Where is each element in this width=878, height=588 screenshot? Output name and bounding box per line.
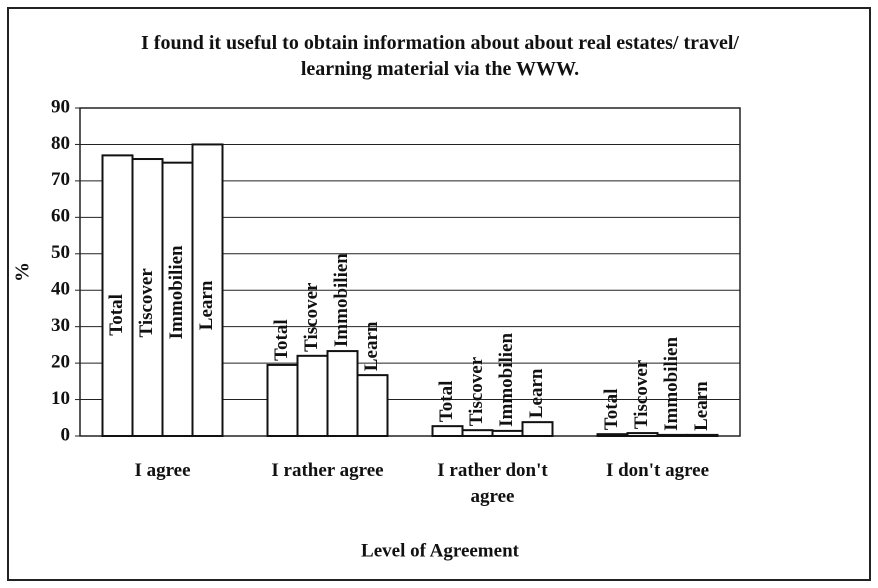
y-tick-label: 80 <box>51 133 70 154</box>
x-tick-label-box: I rather agree <box>271 460 384 481</box>
bar-series-label: Immobilien <box>661 337 682 431</box>
x-axis-label: Level of Agreement <box>361 540 520 561</box>
bar-series-label: Total <box>106 294 127 336</box>
y-tick-label: 60 <box>51 206 70 227</box>
bar <box>596 433 629 437</box>
chart-title: I found it useful to obtain information … <box>141 32 739 80</box>
bar-series-label: Immobilien <box>166 245 187 339</box>
y-tick-label: 90 <box>51 96 70 117</box>
bar-series-label: Total <box>601 389 622 431</box>
x-tick-label-box: I rather don't agree <box>437 460 548 507</box>
bar <box>101 154 134 437</box>
bar-series-label: Tiscover <box>631 359 652 429</box>
title-box: I found it useful to obtain information … <box>141 32 739 80</box>
x-tick-label: I rather agree <box>271 460 384 481</box>
bar <box>461 429 494 437</box>
bar <box>491 429 524 437</box>
bar-series-label: Tiscover <box>136 268 157 338</box>
bar-series-label: Learn <box>361 321 382 371</box>
bar <box>656 433 689 438</box>
x-tick-label-box: I agree <box>134 460 191 481</box>
bar-series-label: Tiscover <box>301 282 322 352</box>
bar <box>521 421 554 438</box>
y-tick-label: 20 <box>51 351 70 372</box>
x-tick-label: I rather don't agree <box>437 460 548 507</box>
y-tick-label: 50 <box>51 242 70 263</box>
bar <box>431 425 464 438</box>
bar-series-label: Immobilien <box>496 333 517 427</box>
bar <box>356 374 389 438</box>
y-tick-label: 10 <box>51 388 70 409</box>
x-tick-label: I agree <box>134 460 191 481</box>
x-tick-label-box: I don't agree <box>605 460 710 481</box>
y-axis-label: % <box>12 262 34 282</box>
y-tick-label: 0 <box>61 424 71 445</box>
bar-series-label: Learn <box>691 381 712 431</box>
bar <box>266 363 299 437</box>
bar <box>626 432 659 437</box>
y-tick-label: 70 <box>51 169 70 190</box>
bar <box>326 350 359 437</box>
bar-series-label: Total <box>436 381 457 423</box>
bar <box>191 143 224 437</box>
bar <box>296 354 329 438</box>
bar <box>686 433 719 438</box>
y-tick-label: 40 <box>51 279 70 300</box>
bar-series-label: Learn <box>196 280 217 330</box>
bar-series-label: Learn <box>526 368 547 418</box>
y-tick-label: 30 <box>51 315 70 336</box>
x-tick-label: I don't agree <box>605 460 710 481</box>
bar-series-label: Total <box>271 319 292 361</box>
bar-series-label: Tiscover <box>466 356 487 426</box>
bar-series-label: Immobilien <box>331 253 352 347</box>
